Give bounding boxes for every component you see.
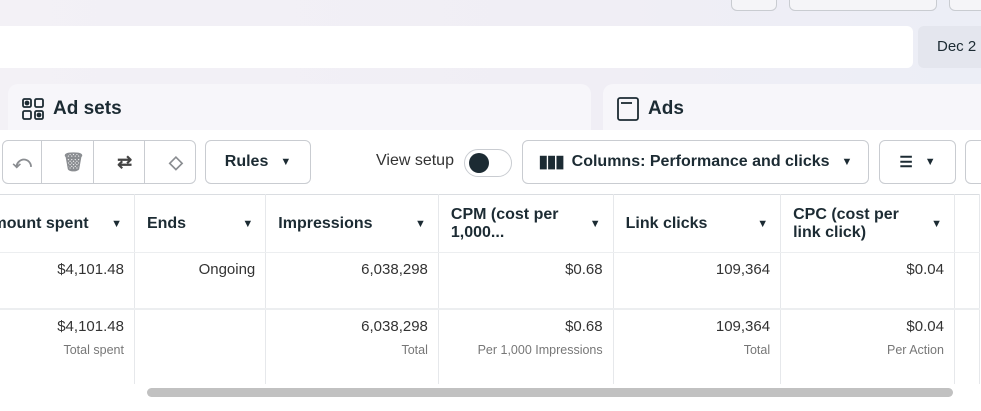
cell (954, 252, 981, 310)
total-cell: 6,038,298 Total (265, 308, 439, 384)
total-cell (954, 308, 981, 384)
caret-down-icon[interactable]: ▼ (589, 217, 601, 230)
view-setup-toggle[interactable] (464, 149, 512, 177)
rules-button[interactable]: Rules ▼ (205, 140, 311, 184)
header-label: CPC (cost per link click) (793, 205, 899, 241)
total-value: 6,038,298 (361, 317, 428, 335)
window-icon (617, 97, 639, 121)
column-header[interactable]: Ends ▼ (134, 194, 267, 253)
total-cell: $0.68 Per 1,000 Impressions (438, 308, 614, 384)
total-cell: 109,364 Total (613, 308, 782, 384)
data-table: Amount spent ▼ Ends ▼ Impressions ▼ CPM (co… (0, 194, 981, 384)
total-label: Per Action (886, 342, 944, 357)
header-label: Amount spent (0, 214, 89, 232)
cell: $4,101.48 (0, 252, 135, 310)
grid-icon (22, 98, 44, 120)
view-setup-label: View setup (376, 152, 454, 169)
caret-down-icon[interactable]: ▼ (415, 217, 426, 230)
breakdown-icon: ☰ (899, 154, 913, 171)
column-header[interactable]: Impressions ▼ (265, 194, 439, 253)
column-header[interactable] (954, 194, 981, 253)
total-cell: $4,101.48 Total spent (0, 308, 135, 384)
column-header[interactable]: Amount spent ▼ (0, 194, 135, 253)
caret-down-icon[interactable]: ▼ (111, 217, 122, 230)
total-label: Total (401, 342, 428, 357)
tab-ad-sets[interactable]: Ad sets (8, 84, 591, 134)
column-header[interactable]: Link clicks ▼ (613, 194, 782, 253)
table-row[interactable]: $4,101.48 Ongoing 6,038,298 $0.68 109,36… (0, 252, 981, 310)
rules-label: Rules (224, 153, 269, 170)
undo-icon[interactable]: ⤺ (3, 141, 43, 183)
header-label: Impressions (278, 214, 373, 232)
column-header[interactable]: CPM (cost per 1,000... ▼ (438, 194, 614, 253)
date-range-button[interactable]: Dec 2 (918, 26, 981, 68)
total-label: Per 1,000 Impressions (477, 342, 603, 357)
cell: $0.68 (438, 252, 614, 310)
caret-down-icon[interactable]: ▼ (931, 217, 942, 230)
horizontal-scrollbar[interactable] (147, 388, 953, 397)
caret-down-icon: ▼ (841, 156, 853, 168)
tab-label: Ad sets (53, 98, 122, 119)
breakdown-button[interactable]: ☰ ▼ (879, 140, 956, 184)
caret-down-icon: ▼ (924, 156, 936, 168)
header-label: Link clicks (625, 214, 708, 232)
total-value: $0.68 (565, 317, 603, 335)
tab-ads[interactable]: Ads (603, 84, 981, 134)
cell: $0.04 (780, 252, 955, 310)
more-button[interactable] (965, 140, 981, 184)
search-bar[interactable] (0, 26, 913, 68)
tag-icon[interactable]: ◇ (168, 151, 183, 172)
cell: Ongoing (134, 252, 267, 310)
cell: 6,038,298 (265, 252, 439, 310)
trash-icon[interactable]: 🗑 (54, 141, 94, 183)
totals-row: $4,101.48 Total spent 6,038,298 Total $0.6… (0, 308, 981, 384)
column-header[interactable]: CPC (cost per link click) ▼ (780, 194, 955, 253)
total-cell: $0.04 Per Action (780, 308, 955, 384)
columns-icon: ▮▮▮ (538, 152, 565, 171)
caret-down-icon[interactable]: ▼ (242, 217, 254, 230)
columns-button[interactable]: ▮▮▮ Columns: Performance and clicks ▼ (522, 140, 869, 184)
total-cell (134, 308, 267, 384)
tab-label: Ads (648, 98, 684, 119)
columns-label: Columns: Performance and clicks (571, 153, 830, 170)
total-label: Total (743, 342, 771, 357)
total-value: $0.04 (906, 317, 944, 335)
header-label: CPM (cost per 1,000... (450, 205, 559, 241)
top-button[interactable] (949, 0, 981, 11)
total-value: $4,101.48 (57, 317, 124, 335)
top-button[interactable] (731, 0, 777, 11)
total-value: 109,364 (715, 317, 771, 335)
cell: 109,364 (613, 252, 782, 310)
top-button[interactable] (789, 0, 937, 11)
edit-actions-group: ⤺ 🗑 ⇄ ◇ (2, 140, 196, 184)
duplicate-icon[interactable]: ⇄ (106, 141, 145, 183)
caret-down-icon[interactable]: ▼ (757, 217, 769, 230)
caret-down-icon: ▼ (280, 156, 292, 168)
header-label: Ends (146, 214, 187, 232)
total-label: Total spent (63, 342, 124, 357)
